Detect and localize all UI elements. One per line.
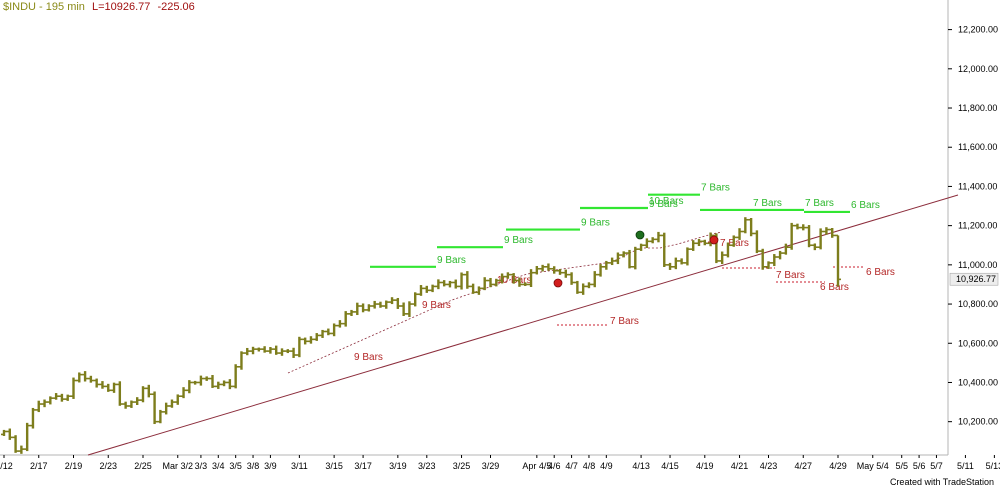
y-tick-label: 11,200.00 [958, 221, 997, 231]
y-tick-label: 12,200.00 [958, 25, 998, 35]
y-tick-label: 11,000.00 [958, 260, 997, 270]
bars-layer [1, 217, 841, 454]
x-tick-label: 3/17 [354, 461, 372, 471]
last-price-value: 10,926.77 [956, 274, 996, 284]
x-tick-label: 2/19 [65, 461, 83, 471]
resistance-label: 9 Bars [649, 199, 678, 210]
support-label: 9 Bars [354, 352, 383, 363]
x-tick-label: 4/21 [731, 461, 749, 471]
x-tick-label: 4/9 [600, 461, 613, 471]
last-price-box [949, 272, 999, 286]
x-tick-label: 3/3 [195, 461, 208, 471]
sell-signal-dot [709, 235, 719, 245]
x-tick-label: 2/17 [30, 461, 48, 471]
x-tick-label: 4/19 [696, 461, 714, 471]
resistance-label: 10 Bars [649, 196, 683, 207]
x-tick-label: Apr 4/5 [522, 461, 551, 471]
x-axis: 2/12 2/17 2/19 2/23 2/25 Mar 3/23/3 3/4 3/5 3/8 3… [0, 455, 1000, 471]
x-tick-label: 4/27 [794, 461, 812, 471]
support-label: 7 Bars [776, 270, 805, 281]
x-tick-label: 5/13 [986, 461, 1000, 471]
x-tick-label: 4/23 [760, 461, 778, 471]
support-label: 6 Bars [820, 282, 849, 293]
resistance-label: 9 Bars [504, 235, 533, 246]
x-tick-label: Mar 3/2 [162, 461, 193, 471]
buy-signal-dot [635, 230, 645, 240]
x-tick-label: 4/7 [565, 461, 578, 471]
signal-layer [553, 230, 719, 288]
resistance-label: 9 Bars [437, 255, 466, 266]
x-tick-label: 4/15 [661, 461, 679, 471]
y-tick-label: 10,200.00 [958, 417, 998, 427]
y-tick-label: 10,400.00 [958, 377, 998, 387]
x-tick-label: 3/5 [229, 461, 242, 471]
y-tick-label: 11,400.00 [958, 181, 997, 191]
x-tick-label: 3/4 [212, 461, 225, 471]
axes-layer [0, 0, 949, 456]
last-price-label: L=10926.77 [91, 1, 151, 13]
x-tick-label: 4/13 [632, 461, 650, 471]
x-tick-label: 3/19 [389, 461, 407, 471]
x-tick-label: 3/15 [325, 461, 343, 471]
symbol-label: $INDU - 195 min [3, 1, 85, 13]
x-tick-label: 2/23 [99, 461, 117, 471]
x-tick-label: 4/6 [548, 461, 561, 471]
chart-title: $INDU - 195 min L=10926.77 -225.06 [3, 1, 195, 13]
support-label: 9 Bars [422, 300, 451, 311]
support-label: 6 Bars [866, 267, 895, 278]
y-tick-label: 10,600.00 [958, 338, 998, 348]
x-tick-label: 3/25 [453, 461, 471, 471]
x-tick-label: 5/7 [930, 461, 943, 471]
x-tick-label: 3/29 [482, 461, 500, 471]
x-tick-label: 5/6 [913, 461, 926, 471]
footer-credit: Created with TradeStation [889, 477, 994, 487]
x-tick-label: 4/8 [583, 461, 596, 471]
resistance-label: 6 Bars [851, 200, 880, 211]
x-tick-label: 5/11 [957, 461, 974, 471]
x-tick-label: 4/29 [829, 461, 847, 471]
x-tick-label: 3/23 [418, 461, 436, 471]
y-tick-label: 11,800.00 [958, 103, 997, 113]
x-tick-label: 2/25 [134, 461, 152, 471]
change-label: -225.06 [157, 1, 195, 13]
x-tick-label: 3/9 [264, 461, 277, 471]
resistance-label: 7 Bars [805, 198, 834, 209]
sell-signal-dot [553, 278, 563, 288]
support-label: 7 Bars [610, 316, 639, 327]
resistance-label: 7 Bars [753, 198, 782, 209]
resistance-label: 9 Bars [581, 218, 610, 229]
x-tick-label: 3/11 [291, 461, 308, 471]
main-trendline [87, 194, 959, 456]
x-tick-label: 3/8 [247, 461, 260, 471]
x-tick-label: May 5/4 [857, 461, 889, 471]
x-tick-label: 2/12 [0, 461, 13, 471]
y-tick-label: 10,800.00 [958, 299, 998, 309]
y-tick-label: 12,000.00 [958, 64, 998, 74]
y-axis: 10,200.00 10,400.00 10,600.00 10,800.00 11,0… [948, 25, 999, 427]
resistance-label: 7 Bars [701, 183, 730, 194]
x-tick-label: 5/5 [895, 461, 908, 471]
y-tick-label: 11,600.00 [958, 142, 997, 152]
